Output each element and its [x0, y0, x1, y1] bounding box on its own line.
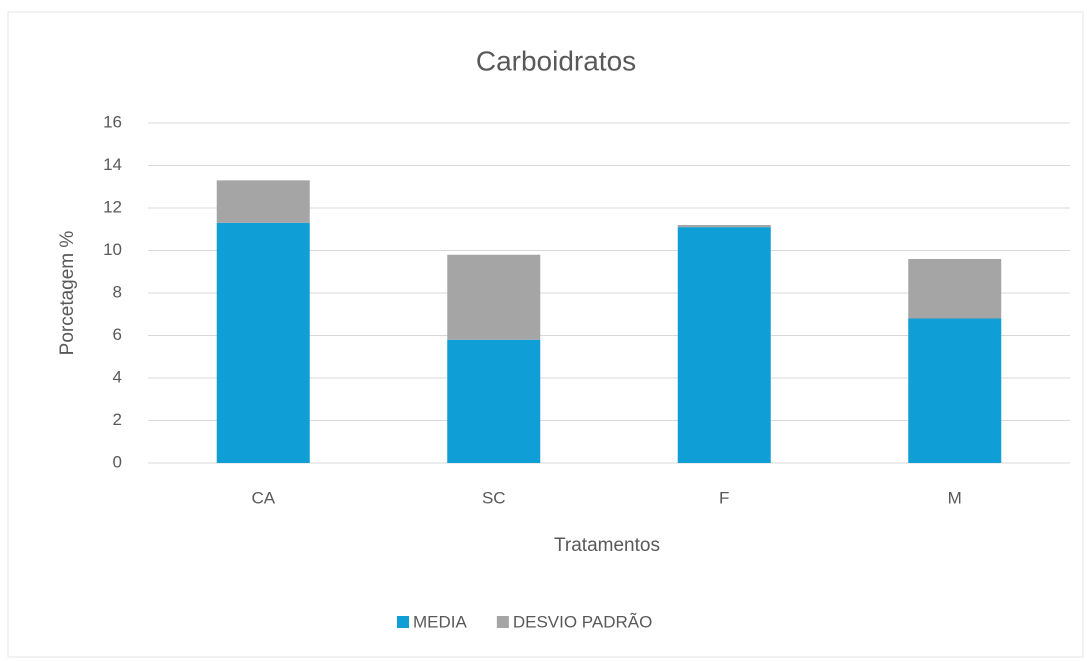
- legend-label: DESVIO PADRÃO: [513, 612, 653, 631]
- y-tick-label: 8: [113, 282, 122, 301]
- y-tick-label: 4: [113, 367, 122, 386]
- x-tick-label: SC: [482, 488, 506, 507]
- y-tick-label: 10: [103, 240, 122, 259]
- bar-segment: [677, 227, 771, 463]
- y-tick-label: 14: [103, 155, 122, 174]
- x-axis-title: Tratamentos: [554, 535, 660, 556]
- x-tick-label: CA: [251, 488, 275, 507]
- y-tick-label: 16: [103, 112, 122, 131]
- y-tick-label: 0: [113, 452, 122, 471]
- bar-segment: [216, 222, 310, 463]
- bar-segment: [908, 259, 1002, 319]
- y-axis-title: Porcetagem %: [57, 231, 78, 356]
- legend-swatch: [496, 616, 509, 628]
- y-tick-label: 12: [103, 197, 122, 216]
- chart-border: [7, 11, 1084, 658]
- x-tick-label: F: [719, 488, 729, 507]
- bar-segment: [447, 339, 541, 463]
- y-tick-label: 6: [113, 325, 122, 344]
- bar-segment: [908, 318, 1002, 463]
- legend-swatch: [397, 616, 409, 628]
- bar-segment: [447, 254, 541, 340]
- bar-segment: [677, 225, 771, 228]
- x-tick-label: M: [948, 488, 962, 507]
- bar-segment: [216, 180, 310, 223]
- legend-label: MEDIA: [413, 612, 468, 631]
- chart-title: Carboidratos: [476, 45, 636, 76]
- y-tick-label: 2: [113, 410, 122, 429]
